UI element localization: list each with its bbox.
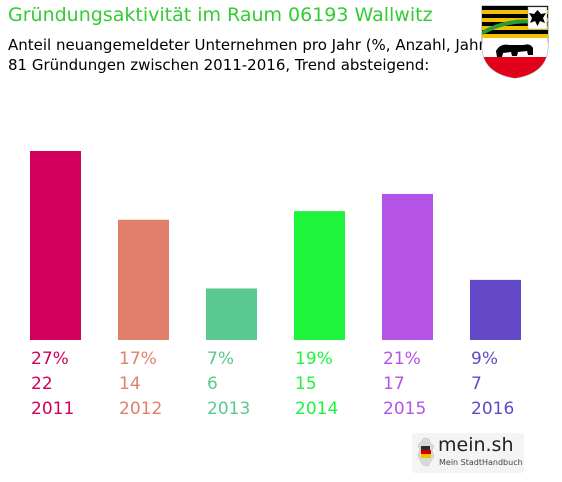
count-label-2015: 17: [383, 374, 405, 394]
percent-label-2014: 19%: [295, 349, 333, 369]
bar-2011: [30, 151, 81, 340]
bar-2013: [206, 288, 257, 340]
year-label-2012: 2012: [119, 399, 162, 419]
count-label-2014: 15: [295, 374, 317, 394]
chart-subtitle: Anteil neuangemeldeter Unternehmen pro J…: [8, 35, 491, 75]
bar-2015: [382, 193, 433, 340]
chart-title: Gründungsaktivität im Raum 06193 Wallwit…: [8, 4, 433, 26]
bar-2016: [470, 279, 521, 340]
count-label-2011: 22: [31, 374, 53, 394]
saxony-anhalt-coat-of-arms-icon: [481, 5, 549, 79]
bar-2012: [118, 219, 169, 340]
year-label-2013: 2013: [207, 399, 250, 419]
bar-2014: [294, 211, 345, 340]
subtitle-line-1: Anteil neuangemeldeter Unternehmen pro J…: [8, 36, 491, 54]
germany-map-icon: [417, 437, 435, 467]
year-label-2014: 2014: [295, 399, 338, 419]
subtitle-line-2: 81 Gründungen zwischen 2011-2016, Trend …: [8, 56, 430, 74]
logo-name: mein.sh: [438, 434, 514, 456]
mein-sh-logo[interactable]: mein.sh Mein StadtHandbuch: [412, 433, 524, 473]
year-label-2015: 2015: [383, 399, 426, 419]
percent-label-2011: 27%: [31, 349, 69, 369]
percent-label-2012: 17%: [119, 349, 157, 369]
count-label-2012: 14: [119, 374, 141, 394]
year-label-2016: 2016: [471, 399, 514, 419]
count-label-2013: 6: [207, 374, 218, 394]
logo-tagline: Mein StadtHandbuch: [439, 458, 523, 467]
percent-label-2013: 7%: [207, 349, 234, 369]
year-label-2011: 2011: [31, 399, 74, 419]
count-label-2016: 7: [471, 374, 482, 394]
percent-label-2016: 9%: [471, 349, 498, 369]
percent-label-2015: 21%: [383, 349, 421, 369]
